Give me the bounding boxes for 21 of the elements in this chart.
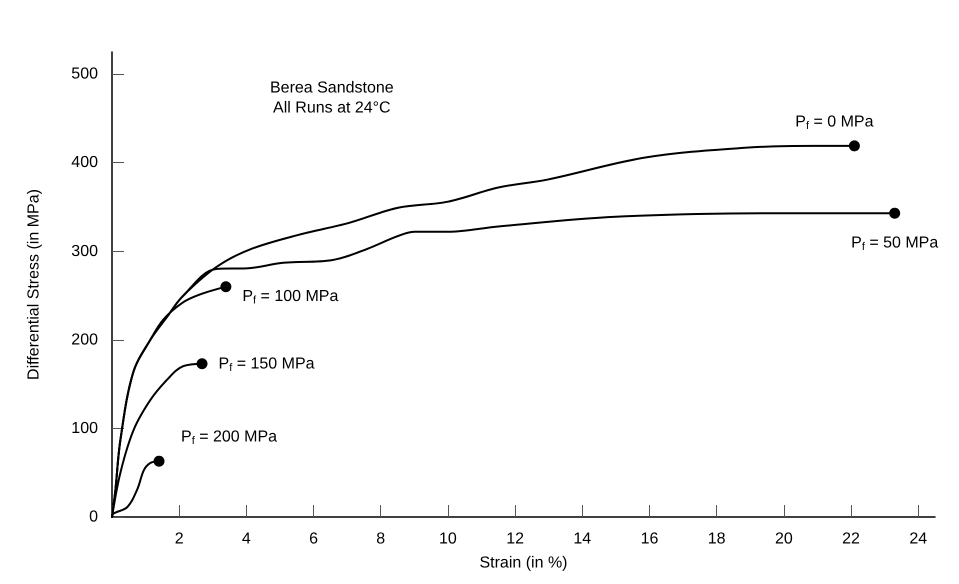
x-tick-label: 10 [439,530,457,548]
x-axis-title: Strain (in %) [479,554,568,572]
y-tick-label: 200 [71,331,98,348]
x-tick-label: 12 [506,530,524,548]
y-tick-label: 400 [71,154,98,172]
x-tick-label: 16 [640,530,658,548]
x-tick-label: 22 [842,530,860,548]
y-tick-label: 0 [89,508,98,526]
x-tick-label: 18 [708,530,726,548]
x-tick-label: 4 [242,530,251,548]
y-tick-label: 100 [71,420,98,437]
y-tick-label: 500 [71,66,98,83]
x-tick-label: 8 [376,530,386,548]
y-tick-label: 300 [71,242,98,260]
x-tick-label: 2 [174,530,184,548]
x-tick-label: 6 [309,530,318,548]
x-tick-label: 14 [573,530,592,548]
annotation: Berea Sandstone All Runs at 24°C [270,80,394,116]
x-tick-label: 24 [909,530,928,548]
x-tick-label: 20 [774,530,793,548]
y-axis-title: Differential Stress (in MPa) [26,189,42,380]
